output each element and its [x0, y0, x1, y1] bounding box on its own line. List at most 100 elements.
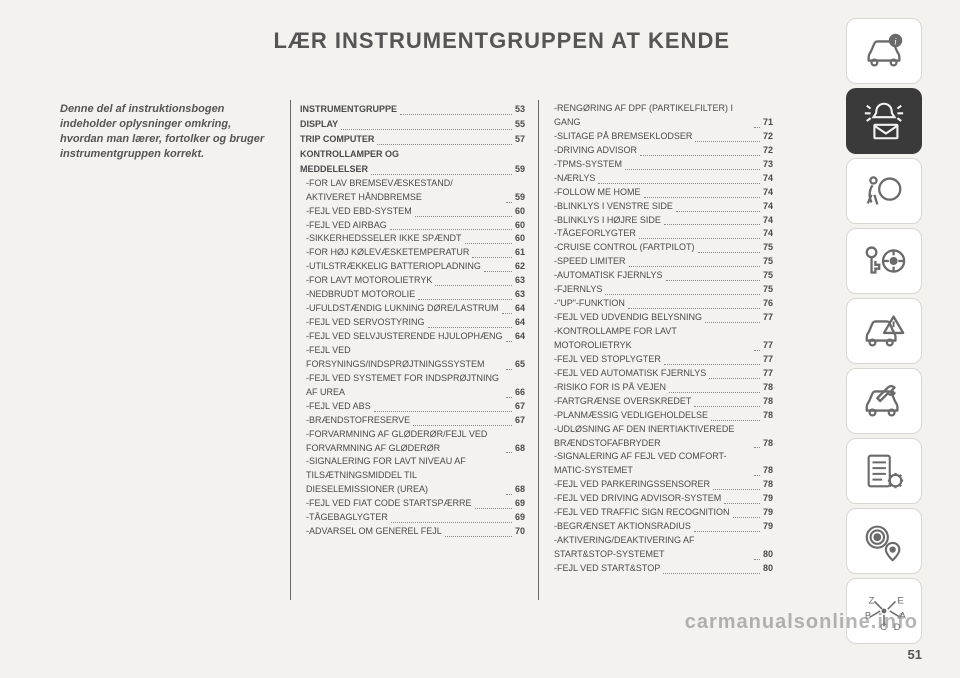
toc-label: BLINKLYS I HØJRE SIDE: [548, 214, 661, 228]
toc-leader-dots: [506, 341, 512, 342]
toc-leader-dots: [711, 420, 760, 421]
toc-label: INSTRUMENTGRUPPE: [300, 103, 397, 117]
toc-label: SIKKERHEDSSELER IKKE SPÆNDT: [300, 232, 462, 246]
toc-subitem: FEJL VED TRAFFIC SIGN RECOGNITION79: [548, 506, 773, 520]
toc-label: FEJL VED AUTOMATISK FJERNLYS: [548, 367, 706, 381]
toc-page: 70: [515, 525, 525, 539]
toc-label: "UP"-FUNKTION: [548, 297, 625, 311]
toc-label: SLITAGE PÅ BREMSEKLODSER: [548, 130, 692, 144]
toc-column-2: RENGØRING AF DPF (PARTIKELFILTER) I GANG…: [548, 102, 773, 576]
toc-page: 73: [763, 158, 773, 172]
manual-page: LÆR INSTRUMENTGRUPPEN AT KENDE Denne del…: [0, 0, 960, 678]
toc-label: BLINKLYS I VENSTRE SIDE: [548, 200, 673, 214]
toc-page: 78: [763, 409, 773, 423]
toc-subitem: SPEED LIMITER75: [548, 255, 773, 269]
toc-subitem: FEJL VED SERVOSTYRING64: [300, 316, 525, 330]
toc-leader-dots: [709, 378, 760, 379]
toc-page: 74: [763, 172, 773, 186]
toc-leader-dots: [628, 308, 760, 309]
toc-subitem: RISIKO FOR IS PÅ VEJEN78: [548, 381, 773, 395]
page-title: LÆR INSTRUMENTGRUPPEN AT KENDE: [0, 28, 770, 54]
light-mail-icon[interactable]: [846, 88, 922, 154]
toc-subitem: RENGØRING AF DPF (PARTIKELFILTER) I GANG…: [548, 102, 773, 130]
toc-leader-dots: [639, 238, 760, 239]
toc-label: FOLLOW ME HOME: [548, 186, 641, 200]
radio-nav-icon[interactable]: [846, 508, 922, 574]
watermark-text: carmanualsonline.info: [685, 611, 918, 634]
toc-subitem: KONTROLLAMPE FOR LAVT MOTOROLIETRYK77: [548, 325, 773, 353]
toc-label: SIGNALERING FOR LAVT NIVEAU AF TILSÆTNIN…: [300, 455, 503, 497]
toc-subitem: PLANMÆSSIG VEDLIGEHOLDELSE78: [548, 409, 773, 423]
toc-label: NEDBRUDT MOTOROLIE: [300, 288, 415, 302]
toc-subitem: FEJL VED STOPLYGTER77: [548, 353, 773, 367]
toc-label: FEJL VED STOPLYGTER: [548, 353, 661, 367]
toc-subitem: SIGNALERING AF FEJL VED COMFORT-MATIC-SY…: [548, 450, 773, 478]
toc-page: 78: [763, 478, 773, 492]
toc-section: DISPLAY55: [300, 118, 525, 132]
toc-label: AKTIVERING/DEAKTIVERING AF START&STOP-SY…: [548, 534, 751, 562]
toc-label: DRIVING ADVISOR: [548, 144, 637, 158]
airbag-icon[interactable]: [846, 158, 922, 224]
toc-label: UDLØSNING AF DEN INERTIAKTIVEREDE BRÆNDS…: [548, 423, 751, 451]
toc-leader-dots: [465, 243, 512, 244]
svg-text:E: E: [897, 595, 903, 606]
toc-label: UFULDSTÆNDIG LUKNING DØRE/LASTRUM: [300, 302, 499, 316]
toc-leader-dots: [664, 364, 760, 365]
toc-leader-dots: [754, 475, 760, 476]
toc-subitem: NÆRLYS74: [548, 172, 773, 186]
car-wrench-icon[interactable]: [846, 368, 922, 434]
toc-subitem: UTILSTRÆKKELIG BATTERIOPLADNING62: [300, 260, 525, 274]
toc-leader-dots: [733, 517, 760, 518]
toc-page: 63: [515, 288, 525, 302]
toc-page: 60: [515, 219, 525, 233]
toc-page: 75: [763, 255, 773, 269]
toc-label: FEJL VED AIRBAG: [300, 219, 387, 233]
toc-page: 74: [763, 227, 773, 241]
toc-page: 78: [763, 464, 773, 478]
toc-label: RENGØRING AF DPF (PARTIKELFILTER) I GANG: [548, 102, 751, 130]
toc-page: 72: [763, 144, 773, 158]
toc-page: 78: [763, 381, 773, 395]
toc-page: 67: [515, 400, 525, 414]
toc-section: MEDDELELSER59: [300, 163, 525, 177]
toc-page: 79: [763, 520, 773, 534]
car-info-icon[interactable]: i: [846, 18, 922, 84]
toc-column-1: INSTRUMENTGRUPPE 53DISPLAY55TRIP COMPUTER…: [300, 102, 525, 539]
intro-text: Denne del af instruktionsbogen indeholde…: [60, 102, 275, 161]
page-number: 51: [908, 647, 922, 662]
toc-page: 75: [763, 283, 773, 297]
toc-leader-dots: [475, 508, 512, 509]
toc-subitem: FEJL VED AIRBAG 60: [300, 219, 525, 233]
toc-page: 68: [515, 442, 525, 456]
toc-page: 64: [515, 302, 525, 316]
toc-leader-dots: [640, 155, 760, 156]
toc-leader-dots: [484, 271, 512, 272]
toc-leader-dots: [341, 129, 512, 130]
section-icon-rail: iZEBACD: [846, 18, 922, 644]
checklist-gear-icon[interactable]: [846, 438, 922, 504]
toc-leader-dots: [644, 197, 760, 198]
toc-page: 53: [515, 103, 525, 117]
toc-subitem: SIKKERHEDSSELER IKKE SPÆNDT60: [300, 232, 525, 246]
toc-leader-dots: [377, 144, 512, 145]
car-warning-icon[interactable]: [846, 298, 922, 364]
toc-subitem: FEJL VED AUTOMATISK FJERNLYS77: [548, 367, 773, 381]
toc-page: 66: [515, 386, 525, 400]
toc-label: FEJL VED SELVJUSTERENDE HJULOPHÆNG: [300, 330, 503, 344]
toc-page: 64: [515, 316, 525, 330]
toc-leader-dots: [472, 257, 512, 258]
toc-subitem: NEDBRUDT MOTOROLIE 63: [300, 288, 525, 302]
toc-group-head: KONTROLLAMPER OG: [300, 148, 525, 162]
key-wheel-icon[interactable]: [846, 228, 922, 294]
toc-leader-dots: [391, 522, 512, 523]
toc-label: FARTGRÆNSE OVERSKREDET: [548, 395, 691, 409]
toc-page: 64: [515, 330, 525, 344]
toc-page: 75: [763, 241, 773, 255]
toc-label: TPMS-SYSTEM: [548, 158, 622, 172]
toc-label: FEJL VED ABS: [300, 400, 371, 414]
toc-page: 57: [515, 133, 525, 147]
toc-leader-dots: [666, 280, 760, 281]
toc-subitem: FORVARMNING AF GLØDERØR/FEJL VED FORVARM…: [300, 428, 525, 456]
toc-label: BRÆNDSTOFRESERVE: [300, 414, 410, 428]
toc-label: TRIP COMPUTER: [300, 133, 374, 147]
